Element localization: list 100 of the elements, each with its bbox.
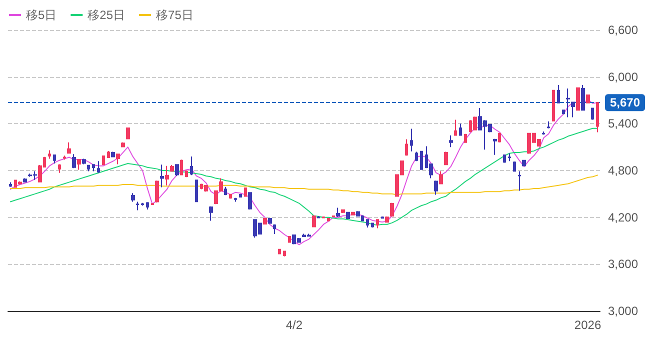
candlestick bbox=[121, 142, 125, 148]
candlestick bbox=[390, 202, 394, 218]
y-tick-label: 5,400 bbox=[608, 116, 638, 131]
candlestick bbox=[278, 248, 281, 255]
candlestick bbox=[591, 108, 594, 120]
candlestick bbox=[288, 236, 291, 244]
candlestick bbox=[180, 159, 183, 176]
candlestick bbox=[586, 94, 590, 104]
candlestick bbox=[195, 179, 198, 202]
candlestick bbox=[190, 156, 193, 176]
candlestick bbox=[9, 182, 12, 188]
candlestick bbox=[141, 202, 144, 206]
candlestick bbox=[92, 164, 95, 172]
candlestick bbox=[67, 142, 71, 154]
candlestick bbox=[312, 215, 316, 228]
candlestick bbox=[229, 193, 232, 200]
candlestick bbox=[459, 123, 462, 136]
candlestick bbox=[185, 170, 188, 178]
candlestick bbox=[165, 165, 169, 186]
candlestick bbox=[224, 186, 227, 196]
candlestick bbox=[209, 206, 213, 222]
candlestick bbox=[420, 150, 423, 170]
y-tick-label: 3,000 bbox=[608, 304, 638, 318]
candlestick bbox=[116, 153, 120, 165]
ref-line-label: 5,670 bbox=[610, 96, 640, 110]
candlestick bbox=[204, 184, 208, 192]
candlestick bbox=[434, 180, 438, 196]
candlestick bbox=[547, 120, 550, 129]
candlestick bbox=[53, 154, 56, 164]
candlestick bbox=[508, 152, 511, 162]
candlestick bbox=[263, 218, 267, 225]
candlestick bbox=[18, 180, 22, 186]
candlestick bbox=[381, 216, 384, 220]
candlestick bbox=[410, 128, 413, 152]
candlestick bbox=[58, 164, 61, 174]
candlestick bbox=[581, 84, 585, 111]
candlestick bbox=[146, 202, 149, 210]
candlestick bbox=[371, 222, 374, 228]
candlestick bbox=[557, 84, 560, 104]
candlestick bbox=[126, 127, 130, 140]
y-tick-label: 6,600 bbox=[608, 23, 638, 37]
candlestick bbox=[522, 159, 526, 167]
y-tick-label: 6,000 bbox=[608, 70, 638, 84]
candlestick bbox=[439, 170, 443, 185]
candlestick bbox=[63, 155, 66, 160]
candlestick bbox=[464, 133, 467, 144]
candlestick bbox=[513, 161, 516, 172]
candlestick bbox=[23, 178, 27, 183]
x-tick-label: 2026 bbox=[574, 318, 602, 332]
y-tick-label: 4,200 bbox=[608, 210, 638, 224]
candlestick bbox=[131, 192, 135, 202]
candlestick bbox=[346, 211, 350, 220]
candlestick bbox=[87, 164, 90, 172]
candlestick bbox=[268, 218, 272, 224]
candlestick bbox=[175, 164, 179, 176]
legend-label: 移5日 bbox=[26, 8, 57, 22]
candlestick bbox=[571, 101, 575, 118]
candlestick bbox=[72, 154, 76, 169]
candlestick bbox=[111, 151, 115, 158]
candlestick bbox=[385, 216, 389, 223]
candlestick bbox=[518, 170, 521, 192]
candlestick bbox=[356, 210, 360, 218]
candlestick bbox=[444, 151, 448, 166]
candlestick bbox=[82, 158, 86, 165]
candlestick bbox=[542, 130, 545, 136]
candlestick bbox=[77, 158, 81, 170]
candlestick bbox=[493, 138, 497, 156]
candlestick bbox=[562, 109, 565, 115]
candlestick bbox=[283, 250, 286, 257]
candlestick bbox=[596, 102, 599, 133]
candlestick bbox=[552, 90, 555, 122]
candlestick bbox=[234, 197, 237, 202]
candlestick bbox=[415, 151, 418, 162]
candlestick bbox=[155, 180, 159, 204]
candlestick bbox=[317, 216, 320, 219]
y-tick-label: 4,800 bbox=[608, 164, 638, 178]
candlestick bbox=[48, 150, 51, 160]
candlestick bbox=[576, 86, 580, 111]
candlestick bbox=[351, 211, 355, 216]
candlestick bbox=[327, 218, 330, 222]
line-series bbox=[10, 98, 598, 246]
candlestick bbox=[107, 150, 110, 159]
candlestick bbox=[322, 216, 325, 219]
line-series bbox=[10, 128, 598, 226]
x-tick-label: 4/2 bbox=[286, 318, 303, 332]
candlestick bbox=[239, 193, 242, 198]
candlestick bbox=[376, 218, 379, 229]
candlestick bbox=[366, 218, 369, 228]
candlestick bbox=[248, 192, 252, 210]
candlestick bbox=[449, 134, 453, 148]
candlestick bbox=[273, 224, 276, 234]
candlestick bbox=[341, 209, 345, 214]
candlestick bbox=[170, 164, 174, 172]
legend-label: 移75日 bbox=[156, 8, 194, 22]
candlestick bbox=[151, 202, 154, 206]
candlestick bbox=[102, 155, 105, 166]
candlestick bbox=[336, 207, 340, 218]
candlestick bbox=[160, 164, 164, 188]
candlestick bbox=[136, 201, 139, 211]
candlestick bbox=[97, 160, 100, 174]
